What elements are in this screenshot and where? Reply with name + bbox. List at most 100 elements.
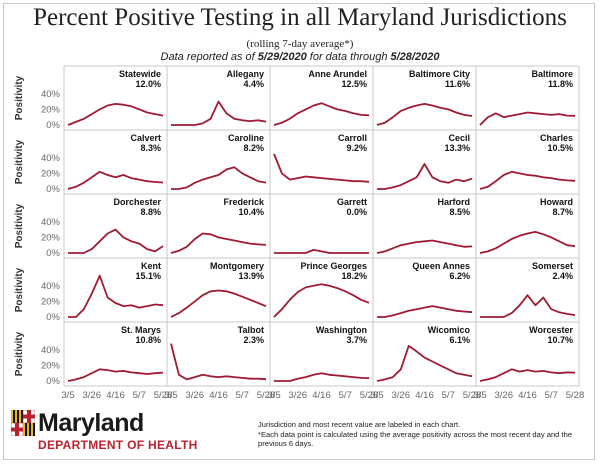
panel-name-label: Worcester — [529, 325, 573, 335]
series-line — [480, 294, 576, 318]
x-tick-label: 4/16 — [312, 390, 331, 401]
panel-name-label: Baltimore City — [409, 69, 470, 79]
panel-name-label: Prince Georges — [300, 261, 367, 271]
panel-name-label: Kent — [141, 261, 161, 271]
y-tick-label: 40% — [41, 153, 61, 164]
page-title: Percent Positive Testing in all Maryland… — [33, 4, 567, 31]
x-tick-label: 5/7 — [442, 390, 455, 401]
y-tick-label: 40% — [41, 89, 61, 100]
panel-value-label: 8.8% — [140, 207, 161, 217]
y-tick-label: 20% — [41, 168, 61, 179]
x-tick-label: 3/26 — [186, 390, 205, 401]
panel-name-label: Frederick — [223, 197, 265, 207]
footnote-line-2: *Each data point is calculated using the… — [258, 429, 573, 449]
report-prefix: Data reported as of — [160, 51, 258, 63]
x-tick-label: 5/28 — [463, 390, 482, 401]
panel-name-label: Carroll — [338, 133, 367, 143]
series-line — [377, 305, 473, 318]
panel-value-label: 13.3% — [444, 143, 470, 153]
y-axis-label: Positivity — [14, 267, 25, 312]
x-tick-label: 3/5 — [370, 390, 383, 401]
report-date-line: Data reported as of 5/29/2020 for data t… — [0, 51, 600, 63]
x-tick-label: 3/5 — [164, 390, 177, 401]
panel-value-label: 10.8% — [135, 335, 161, 345]
panel-name-label: Calvert — [130, 133, 161, 143]
panel-name-label: Baltimore — [531, 69, 573, 79]
panel-value-label: 2.3% — [243, 335, 264, 345]
panel-name-label: Garrett — [337, 197, 367, 207]
y-tick-label: 20% — [41, 360, 61, 371]
series-line — [479, 170, 576, 190]
x-tick-label: 4/16 — [209, 390, 228, 401]
x-tick-label: 4/16 — [518, 390, 537, 401]
y-tick-label: 40% — [41, 345, 61, 356]
footnote-line-1: Jurisdiction and most recent value are l… — [258, 420, 461, 429]
x-tick-label: 5/7 — [133, 390, 146, 401]
series-line — [273, 102, 370, 126]
maryland-flag-icon — [11, 410, 35, 436]
series-line — [479, 368, 576, 382]
y-tick-label: 0% — [46, 312, 60, 323]
x-tick-label: 3/5 — [267, 390, 280, 401]
panel-value-label: 13.9% — [238, 271, 264, 281]
series-line — [68, 228, 164, 254]
logo-wordmark: Maryland — [38, 409, 144, 437]
panel-name-label: Cecil — [448, 133, 470, 143]
panel-name-label: Statewide — [119, 69, 161, 79]
panel-name-label: Queen Annes — [412, 261, 470, 271]
panel-value-label: 9.2% — [346, 143, 367, 153]
y-tick-label: 20% — [41, 104, 61, 115]
series-line — [273, 153, 370, 183]
x-tick-label: 3/26 — [495, 390, 514, 401]
y-tick-label: 0% — [46, 120, 60, 131]
panel-name-label: Somerset — [532, 261, 573, 271]
panel-value-label: 12.5% — [341, 79, 367, 89]
series-line — [171, 100, 267, 126]
panel-value-label: 8.2% — [243, 143, 264, 153]
panel-value-label: 4.4% — [243, 79, 264, 89]
figure-frame — [3, 3, 595, 460]
x-tick-label: 5/28 — [154, 390, 173, 401]
series-line — [171, 166, 267, 190]
y-tick-label: 40% — [41, 281, 61, 292]
series-line — [67, 368, 164, 382]
panel-name-label: Dorchester — [113, 197, 161, 207]
y-tick-label: 0% — [46, 184, 60, 195]
panel-value-label: 10.5% — [547, 143, 573, 153]
y-tick-label: 0% — [46, 376, 60, 387]
panel-name-label: Montgomery — [210, 261, 264, 271]
panel-name-label: Caroline — [228, 133, 264, 143]
report-middle: for data through — [306, 51, 391, 63]
y-axis-label: Positivity — [14, 75, 25, 120]
panel-name-label: Anne Arundel — [308, 69, 367, 79]
panel-value-label: 8.3% — [140, 143, 161, 153]
series-line — [170, 343, 267, 381]
x-tick-label: 5/7 — [236, 390, 249, 401]
x-tick-label: 3/26 — [83, 390, 102, 401]
panel-value-label: 12.0% — [135, 79, 161, 89]
panel-value-label: 10.7% — [547, 335, 573, 345]
x-tick-label: 3/5 — [61, 390, 74, 401]
panel-value-label: 3.7% — [346, 335, 367, 345]
panel-value-label: 11.6% — [445, 79, 470, 89]
y-axis-label: Positivity — [14, 139, 25, 184]
x-tick-label: 3/26 — [392, 390, 411, 401]
panel-name-label: Wicomico — [428, 325, 471, 335]
series-line — [479, 230, 576, 254]
x-tick-label: 5/7 — [339, 390, 352, 401]
y-tick-label: 40% — [41, 217, 61, 228]
panel-name-label: St. Marys — [121, 325, 161, 335]
x-tick-label: 3/26 — [289, 390, 308, 401]
series-line — [67, 170, 164, 190]
panel-name-label: Howard — [540, 197, 573, 207]
x-tick-label: 4/16 — [106, 390, 125, 401]
x-tick-label: 5/28 — [566, 390, 585, 401]
panel-value-label: 8.7% — [552, 207, 573, 217]
x-tick-label: 4/16 — [415, 390, 434, 401]
panel-value-label: 10.4% — [238, 207, 264, 217]
series-line — [479, 111, 576, 126]
report-as-of-date: 5/29/2020 — [257, 51, 307, 63]
series-line — [376, 103, 473, 126]
logo-department: DEPARTMENT OF HEALTH — [38, 438, 198, 452]
